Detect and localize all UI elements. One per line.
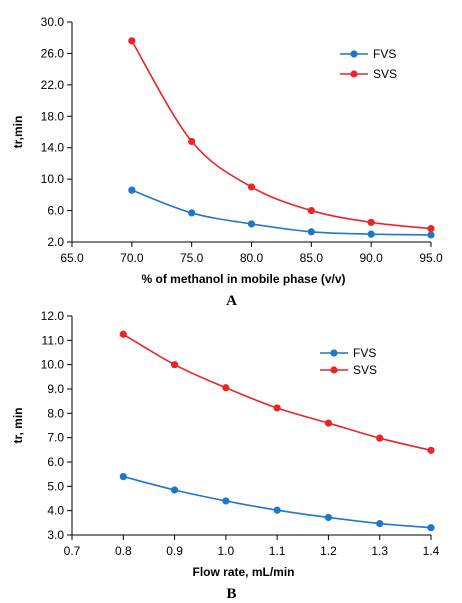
- legend-swatch-marker: [330, 349, 338, 357]
- x-tick-label: 0.8: [115, 544, 132, 558]
- data-point-fvs: [222, 497, 230, 505]
- x-tick-label: 70.0: [120, 251, 144, 265]
- x-tick-label: 1.0: [218, 544, 235, 558]
- y-tick-label: 6.0: [47, 204, 64, 218]
- data-point-svs: [119, 330, 127, 338]
- y-tick-label: 5.0: [47, 479, 64, 493]
- y-axis-label: tr,min: [11, 116, 25, 149]
- data-point-fvs: [170, 486, 179, 494]
- data-point-fvs: [376, 519, 384, 528]
- data-point-svs: [128, 37, 136, 45]
- legend-label-svs: SVS: [373, 67, 397, 81]
- series-line-fvs: [131, 189, 432, 236]
- y-tick-label: 12.0: [41, 309, 65, 323]
- y-tick-label: 11.0: [42, 333, 65, 347]
- legend-swatch-marker: [350, 50, 358, 58]
- legend-label-fvs: FVS: [373, 47, 396, 61]
- chart-panel-b: 3.0 4.0 5.0 6.0 7.0 8.0 9.0 10.0 11.0 12.0 0.7 0.8 0…: [11, 309, 440, 602]
- y-axis-label: tr, min: [11, 407, 25, 443]
- x-tick-label: 75.0: [180, 251, 204, 265]
- data-point-svs: [427, 446, 435, 454]
- y-tick-label: 4.0: [47, 504, 64, 518]
- y-tick-label: 10.0: [41, 358, 65, 372]
- data-point-fvs: [427, 231, 435, 239]
- x-tick-label: 1.1: [269, 544, 286, 558]
- y-tick-label: 7.0: [47, 431, 64, 445]
- data-point-fvs: [119, 473, 127, 481]
- x-axis-label: Flow rate, mL/min: [192, 565, 294, 579]
- data-point-fvs: [188, 209, 196, 217]
- data-point-svs: [324, 419, 333, 427]
- y-tick-label: 22.0: [41, 78, 65, 92]
- data-point-svs: [247, 183, 256, 191]
- x-tick-label: 1.3: [371, 544, 388, 558]
- data-point-fvs: [307, 228, 315, 236]
- x-tick-label: 95.0: [419, 251, 443, 265]
- y-tick-label: 26.0: [41, 46, 65, 60]
- chart-panel-a: 2.0 6.0 10.0 14.0 18.0 22.0 26.0 30.0 65.0 70.0 75…: [11, 15, 443, 309]
- y-tick-label: 6.0: [47, 455, 64, 469]
- legend-label-fvs: FVS: [353, 346, 376, 360]
- panel-caption: B: [226, 586, 236, 602]
- data-point-svs: [188, 137, 196, 146]
- data-point-fvs: [367, 230, 375, 238]
- data-point-fvs: [247, 220, 256, 228]
- y-tick-label: 30.0: [41, 15, 65, 29]
- y-tick-label: 9.0: [47, 382, 64, 396]
- series-line-fvs: [123, 475, 432, 529]
- data-point-svs: [427, 225, 435, 233]
- y-tick-label: 8.0: [47, 406, 64, 420]
- data-point-svs: [170, 361, 179, 369]
- x-tick-label: 90.0: [359, 251, 383, 265]
- y-tick-label: 3.0: [47, 528, 64, 542]
- data-point-svs: [367, 218, 375, 226]
- y-tick-label: 10.0: [41, 172, 65, 186]
- x-tick-label: 1.4: [423, 544, 440, 558]
- x-axis-label: % of methanol in mobile phase (v/v): [141, 272, 345, 286]
- series-line-svs: [122, 333, 432, 452]
- data-point-fvs: [273, 506, 281, 514]
- x-tick-label: 80.0: [240, 251, 264, 265]
- x-tick-label: 0.9: [166, 544, 183, 558]
- x-tick-label: 1.2: [320, 544, 337, 558]
- data-point-svs: [273, 404, 281, 412]
- data-point-svs: [307, 206, 315, 215]
- y-tick-label: 14.0: [41, 141, 65, 155]
- data-point-svs: [222, 384, 230, 392]
- y-tick-label: 18.0: [41, 109, 65, 123]
- data-point-svs: [376, 434, 384, 442]
- panel-caption: A: [226, 293, 237, 309]
- y-tick-label: 2.0: [47, 235, 64, 249]
- legend-swatch-marker: [330, 366, 338, 374]
- x-tick-label: 65.0: [60, 251, 84, 265]
- data-point-fvs: [427, 524, 435, 532]
- data-point-fvs: [324, 513, 333, 522]
- legend-swatch-marker: [350, 70, 358, 78]
- x-tick-label: 85.0: [300, 251, 324, 265]
- data-point-fvs: [128, 186, 136, 194]
- x-tick-label: 0.7: [64, 544, 81, 558]
- legend-label-svs: SVS: [353, 363, 377, 377]
